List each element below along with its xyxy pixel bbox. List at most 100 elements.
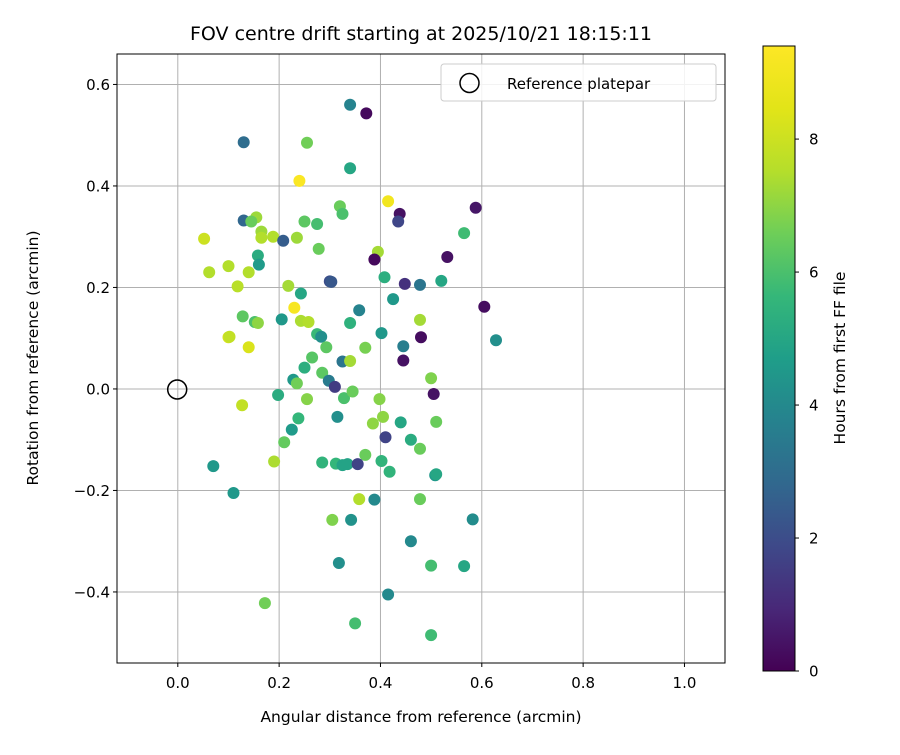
data-point: [242, 266, 255, 279]
x-tick-label: 0.2: [267, 674, 291, 692]
colorbar-tick-label: 4: [809, 397, 819, 415]
colorbar-ticks: 0 2 4 6 8: [795, 131, 819, 681]
data-point: [338, 392, 350, 405]
colorbar-tick-label: 2: [809, 530, 819, 548]
data-point: [366, 417, 379, 430]
data-point: [458, 560, 471, 573]
legend-marker-icon: [459, 72, 480, 94]
data-point: [275, 313, 288, 326]
data-point: [373, 393, 386, 406]
y-axis-label: Rotation from reference (arcmin): [24, 230, 42, 485]
x-tick-label: 0.6: [470, 674, 494, 692]
data-point: [298, 215, 311, 228]
data-point: [466, 513, 479, 526]
y-tick-label: 0.4: [86, 177, 110, 195]
data-point: [282, 279, 295, 292]
chart-title: FOV centre drift starting at 2025/10/21 …: [190, 23, 652, 45]
data-point: [469, 201, 482, 214]
colorbar-label: Hours from first FF file: [831, 272, 849, 445]
data-point: [198, 232, 211, 245]
data-point: [344, 98, 357, 111]
data-point: [290, 231, 303, 244]
colorbar-tick-label: 8: [809, 131, 819, 149]
data-point: [435, 274, 448, 287]
y-tick-label: 0.2: [86, 279, 110, 297]
data-point: [382, 195, 395, 208]
data-point: [258, 597, 271, 610]
data-point: [383, 465, 396, 478]
data-point: [392, 215, 405, 228]
data-point: [398, 277, 411, 290]
data-point: [290, 377, 303, 390]
data-point: [222, 260, 235, 273]
data-point: [397, 340, 410, 353]
data-point: [325, 275, 338, 288]
data-point: [344, 355, 357, 367]
data-point: [368, 493, 381, 506]
data-point: [331, 410, 344, 423]
axis-ticks: 0.0 0.2 0.4 0.6 0.8 1.0 −0.4 −0.2 0.0 0.2 0.4 0.6: [74, 76, 697, 692]
data-point: [336, 207, 349, 220]
colorbar-tick-label: 6: [809, 264, 819, 282]
data-point: [430, 468, 443, 481]
data-point: [349, 617, 362, 630]
data-point: [207, 460, 220, 473]
data-point: [272, 389, 285, 401]
data-point: [344, 317, 357, 329]
data-point: [375, 455, 388, 467]
data-point: [353, 493, 366, 506]
data-point: [301, 136, 313, 149]
x-tick-label: 0.8: [571, 674, 595, 692]
data-point: [478, 300, 491, 313]
data-point: [382, 588, 395, 601]
data-point: [404, 433, 417, 446]
data-point: [397, 354, 410, 367]
data-point: [359, 341, 372, 354]
data-point: [441, 251, 454, 263]
data-point: [251, 249, 264, 262]
data-point: [341, 458, 354, 471]
data-point: [312, 242, 325, 255]
data-point: [236, 310, 249, 323]
data-point: [278, 436, 291, 449]
data-point: [378, 271, 391, 284]
data-points: [198, 98, 502, 642]
data-point: [293, 174, 306, 187]
data-point: [359, 448, 372, 461]
data-point: [245, 215, 258, 228]
data-point: [353, 304, 366, 317]
data-point: [375, 327, 388, 340]
data-point: [242, 341, 255, 354]
data-point: [320, 341, 333, 354]
data-point: [425, 629, 438, 642]
data-point: [414, 493, 426, 506]
data-point: [294, 287, 307, 300]
data-point: [425, 372, 438, 385]
data-point: [490, 334, 502, 347]
x-tick-label: 1.0: [673, 674, 697, 692]
data-point: [415, 331, 427, 344]
data-point: [326, 513, 339, 526]
data-point: [377, 410, 389, 423]
data-point: [292, 412, 305, 425]
data-point: [414, 313, 426, 326]
data-point: [414, 442, 426, 455]
data-point: [404, 535, 417, 548]
data-point: [251, 317, 264, 329]
data-point: [315, 330, 328, 343]
data-point: [223, 330, 236, 343]
data-point: [267, 230, 280, 243]
data-point: [288, 301, 301, 314]
data-point: [277, 234, 290, 247]
data-point: [328, 380, 341, 393]
x-tick-label: 0.4: [369, 674, 393, 692]
x-axis-label: Angular distance from reference (arcmin): [260, 708, 581, 726]
x-tick-label: 0.0: [166, 674, 190, 692]
data-point: [427, 388, 440, 400]
y-tick-label: 0.0: [86, 380, 110, 398]
data-point: [237, 136, 250, 149]
data-point: [285, 423, 298, 436]
colorbar-gradient: [762, 45, 796, 672]
data-point: [414, 278, 426, 291]
